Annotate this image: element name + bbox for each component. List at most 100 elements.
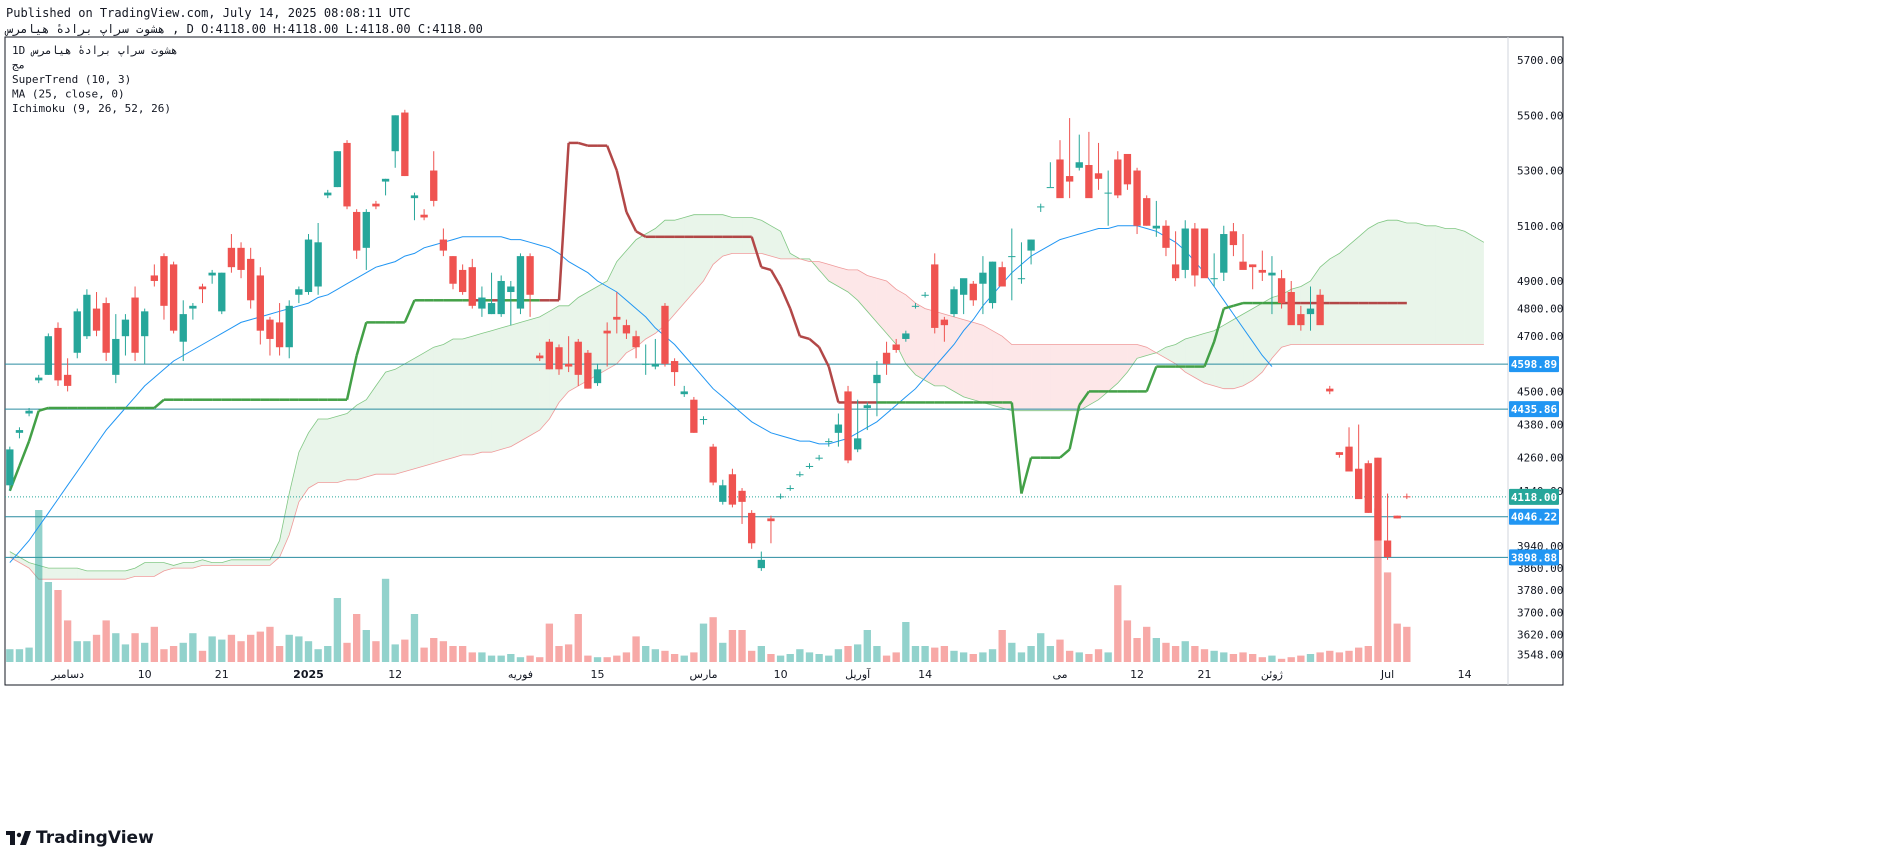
time-axis: دسامبر 10 21 2025 12 فوریه 15 مارس 10 آوریل 14 مى 12…	[50, 667, 1471, 681]
time-tick-label: 21	[1198, 668, 1212, 681]
tradingview-logo[interactable]: TradingView	[6, 828, 154, 848]
cloud-segment	[144, 562, 155, 577]
volume-bar	[632, 636, 640, 662]
cloud-segment	[1406, 222, 1417, 345]
candle-body	[208, 272, 216, 276]
candle-body	[324, 192, 332, 196]
cloud-segment	[1098, 344, 1109, 400]
supertrend-segment	[827, 366, 840, 403]
cloud-segment	[385, 369, 396, 475]
price-tick-label: 4800.00	[1517, 303, 1563, 316]
cloud-segment	[558, 305, 569, 403]
volume-bar	[834, 649, 843, 662]
candle-body	[478, 297, 486, 309]
volume-bar	[670, 654, 679, 662]
cloud-segment	[954, 316, 964, 397]
candle-body	[1143, 198, 1151, 226]
candle-body	[526, 256, 534, 295]
cloud-segment	[173, 562, 184, 569]
supertrend-segment	[789, 308, 802, 337]
candle-body	[497, 280, 505, 315]
cloud-segment	[1031, 344, 1041, 411]
candle-body	[969, 283, 977, 301]
price-tick-label: 5500.00	[1517, 109, 1563, 122]
volume-bar	[198, 650, 207, 662]
legend-line: MA (25, close, 0)	[12, 88, 125, 101]
volume-bar	[786, 654, 794, 662]
candle-body	[449, 256, 457, 284]
candle-body	[160, 256, 168, 306]
volume-bar	[1393, 623, 1401, 662]
candle-body	[719, 485, 727, 502]
time-tick-label: مى	[1052, 668, 1067, 681]
candle-body	[1277, 278, 1286, 304]
candle-body	[680, 391, 688, 395]
candle-body	[1297, 314, 1305, 326]
candle-body	[1181, 228, 1189, 270]
cloud-segment	[973, 322, 983, 403]
cloud-segment	[221, 559, 232, 566]
candle-body	[1374, 457, 1382, 541]
candle-body	[574, 341, 582, 375]
candle-body	[882, 352, 891, 364]
cloud-segment	[298, 432, 309, 502]
price-tick-label: 3548.00	[1517, 648, 1563, 661]
cloud-segment	[1002, 336, 1012, 411]
candle-body	[314, 242, 322, 287]
volume-bar	[218, 639, 226, 662]
candle-body	[998, 267, 1006, 287]
volume-bar	[189, 633, 197, 662]
cloud-segment	[1358, 228, 1369, 345]
price-tag-bg	[1509, 356, 1559, 373]
candle-body	[1104, 192, 1112, 194]
candle-body	[343, 142, 351, 207]
cloud-segment	[472, 333, 482, 455]
volume-bar	[314, 649, 322, 662]
volume-bar	[603, 657, 611, 662]
candle-body	[622, 325, 631, 334]
volume-bar	[1171, 646, 1180, 662]
volume-bar	[526, 655, 534, 662]
cloud-segment	[453, 338, 463, 458]
candle-body	[362, 211, 370, 248]
volume-bar	[738, 630, 746, 662]
candle-body	[1258, 269, 1266, 273]
cloud-segment	[876, 278, 887, 334]
price-tick-label: 3620.00	[1517, 628, 1563, 641]
cloud-segment	[1165, 344, 1176, 364]
volume-bar	[478, 652, 486, 662]
volume-bar	[564, 644, 573, 662]
candle-body	[536, 355, 544, 359]
cloud-segment	[1377, 220, 1388, 345]
price-tick-label: 5300.00	[1517, 165, 1563, 178]
candle-body	[940, 319, 949, 326]
volume-bar	[1114, 585, 1122, 662]
candle-body	[391, 115, 399, 152]
volume-bar	[160, 649, 168, 662]
candle-body	[1393, 515, 1401, 519]
cloud-segment	[231, 559, 242, 566]
volume-bar	[1123, 620, 1132, 662]
volume-bar	[892, 652, 900, 662]
cloud-segment	[212, 562, 222, 566]
candle-body	[189, 305, 197, 309]
candle-body	[266, 319, 274, 339]
supertrend-segment	[1212, 308, 1225, 343]
candle-body	[401, 112, 409, 177]
volume-bar	[622, 652, 631, 662]
volume-bar	[169, 646, 178, 662]
cloud-segment	[915, 303, 926, 381]
candle-body	[372, 203, 380, 207]
volume-bar	[141, 642, 149, 662]
cloud-segment	[703, 214, 714, 281]
volume-bar	[1065, 650, 1074, 662]
cloud-segment	[1069, 344, 1080, 411]
cloud-segment	[1339, 245, 1350, 345]
volume-bar	[285, 634, 293, 662]
volume-bar	[863, 630, 871, 662]
candle-body	[507, 286, 515, 293]
cloud-segment	[183, 562, 193, 569]
volume-bar	[1133, 638, 1141, 662]
cloud-segment	[366, 385, 376, 478]
